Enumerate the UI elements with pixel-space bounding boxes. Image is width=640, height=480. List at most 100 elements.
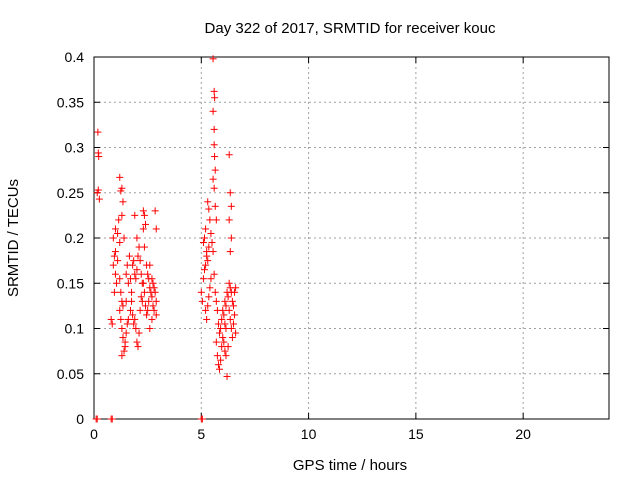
data-point [108,320,116,328]
data-point [117,288,125,296]
y-tick-label: 0.3 [65,140,85,156]
data-point [140,288,148,296]
data-point [119,334,127,342]
data-point [199,239,207,247]
data-point [142,302,149,310]
data-point [221,347,229,355]
data-point [124,315,132,323]
data-point [210,141,218,149]
data-point [146,261,154,269]
data-point [232,329,240,337]
data-point [204,198,212,206]
x-axis-label: GPS time / hours [293,457,407,474]
data-point [121,338,129,346]
data-point [225,279,233,287]
data-point [128,297,136,305]
data-point [137,293,145,301]
y-tick-label: 0 [76,411,84,427]
data-point [113,279,121,287]
y-tick-label: 0.15 [57,275,84,291]
data-point [223,372,231,380]
x-axis-ticks: 0 5 10 15 20 [90,57,531,442]
data-point [231,311,239,319]
data-point [126,306,134,314]
data-point [229,320,237,328]
data-point [226,248,234,256]
data-point [228,297,236,305]
data-point [206,216,214,224]
data-point [214,320,222,328]
data-point [118,184,126,192]
data-point [131,315,139,323]
data-point [134,343,142,351]
data-point [140,243,148,251]
data-point [209,248,217,256]
data-point [95,195,103,203]
chart-title: Day 322 of 2017, SRMTID for receiver kou… [205,20,496,37]
y-axis-label: SRMTID / TECUs [5,179,22,297]
y-tick-label: 0.05 [57,366,84,382]
data-point [110,288,118,296]
data-point [93,415,101,423]
data-point [207,275,215,283]
data-point [210,270,218,278]
data-point [119,302,127,310]
data-point [218,343,226,351]
data-point [144,270,152,278]
data-point [212,297,220,305]
data-point [213,352,221,360]
x-tick-label: 15 [408,426,424,442]
data-point [150,284,158,292]
y-tick-label: 0.2 [65,230,85,246]
data-point [225,216,233,224]
data-point [222,352,230,360]
data-point [152,225,160,233]
data-point [133,338,141,346]
data-point [209,55,217,63]
data-points [92,55,240,423]
data-point [117,315,125,323]
data-point [198,415,206,423]
data-point [116,173,124,181]
data-point [210,125,218,133]
data-point [132,325,140,332]
data-point [222,302,230,310]
data-point [116,275,124,283]
data-point [109,234,117,242]
data-point [95,153,103,161]
data-point [203,315,211,323]
data-point [152,311,160,319]
data-point [226,189,234,197]
data-point [199,275,207,283]
data-point [143,311,151,319]
data-point [205,293,213,301]
data-point [133,266,141,274]
data-point [120,347,128,355]
data-point [216,365,224,373]
data-point [123,320,131,328]
data-point [133,234,141,242]
x-tick-label: 10 [301,426,317,442]
data-point [211,94,219,102]
data-point [110,252,118,260]
data-point [198,297,206,305]
data-point [129,311,137,319]
data-point [227,234,235,242]
data-point [132,275,140,283]
data-point [122,329,130,337]
data-point [204,302,212,310]
data-point [208,239,216,247]
data-point [202,306,210,314]
data-point [111,248,119,256]
data-point [139,207,147,215]
data-point [146,325,154,332]
data-point [221,297,229,305]
data-point [119,198,127,206]
data-point [136,306,144,314]
data-point [221,320,229,328]
data-point [205,243,213,251]
data-point [231,288,239,296]
x-tick-label: 5 [197,426,205,442]
data-point [116,239,124,247]
